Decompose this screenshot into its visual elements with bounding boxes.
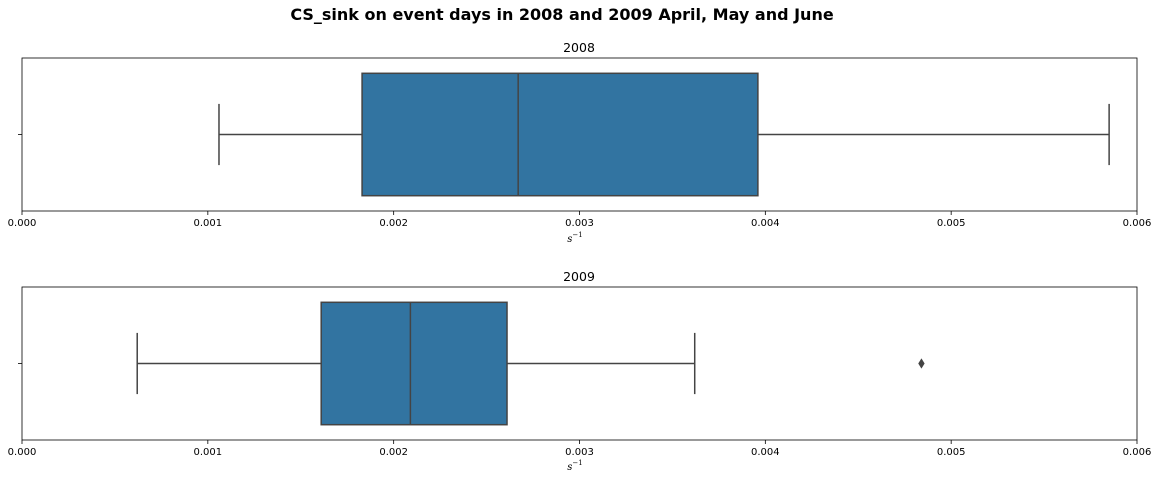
panel-2009: 2009 0.000 0.001 0.002 0.003 0.004 0.005 0.006…	[8, 269, 1152, 473]
x-tick-label: 0.003	[565, 447, 594, 458]
x-tick-label: 0.001	[194, 218, 223, 229]
x-tick-label: 0.006	[1123, 447, 1152, 458]
x-tick-label: 0.004	[751, 218, 780, 229]
x-tick-label: 0.002	[379, 218, 408, 229]
iqr-box	[320, 301, 508, 426]
x-tick-label: 0.003	[565, 218, 594, 229]
x-tick-label: 0.006	[1123, 218, 1152, 229]
x-axis-label: s−1	[567, 231, 582, 245]
x-axis-label: s−1	[567, 459, 582, 473]
iqr-box	[361, 72, 759, 197]
x-tick-label: 0.000	[8, 447, 37, 458]
panel-title: 2008	[563, 40, 595, 55]
x-tick-label: 0.005	[937, 218, 966, 229]
x-tick-label: 0.000	[8, 218, 37, 229]
x-tick-label: 0.002	[379, 447, 408, 458]
panel-title: 2009	[563, 269, 595, 284]
x-tick-label: 0.005	[937, 447, 966, 458]
figure-title: CS_sink on event days in 2008 and 2009 A…	[290, 5, 834, 24]
x-tick-label: 0.004	[751, 447, 780, 458]
outlier-point	[918, 358, 925, 369]
panel-2008: 2008 0.000 0.001 0.002 0.003 0.004 0.005 0.006…	[8, 40, 1152, 245]
x-tick-label: 0.001	[194, 447, 223, 458]
